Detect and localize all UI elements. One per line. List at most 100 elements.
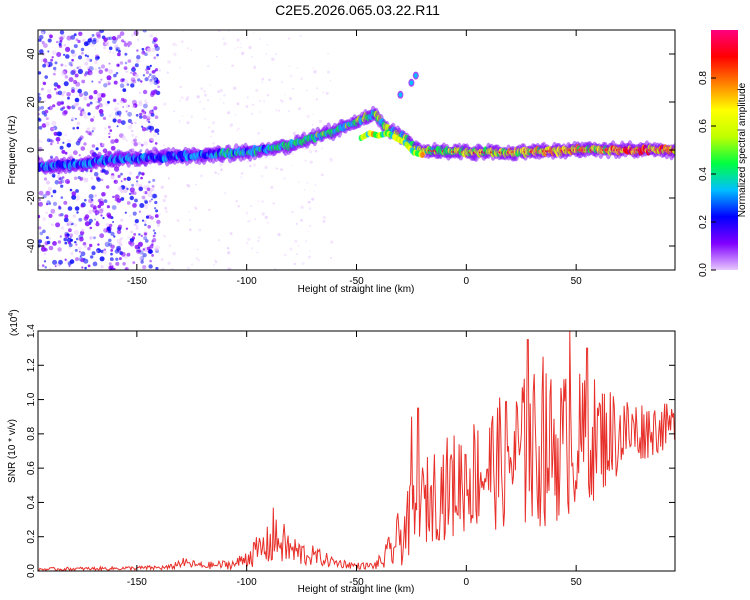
noise-speckle [216,55,218,58]
noise-speckle [49,34,53,39]
noise-speckle [143,220,147,223]
noise-speckle [46,180,50,185]
noise-speckle [200,87,204,91]
noise-speckle [77,176,81,180]
noise-speckle [249,164,252,168]
noise-speckle [68,246,71,250]
noise-speckle [241,51,245,56]
noise-speckle [135,135,138,139]
noise-speckle [143,185,148,190]
noise-speckle [92,127,96,131]
noise-speckle [72,69,77,74]
noise-speckle [74,206,80,211]
noise-speckle [87,112,91,116]
noise-speckle [53,72,56,76]
noise-speckle [237,205,240,208]
noise-speckle [48,202,52,206]
noise-speckle [135,182,139,187]
noise-speckle [70,70,76,76]
noise-speckle [70,252,74,256]
noise-speckle [41,43,44,46]
noise-speckle [72,214,77,218]
noise-speckle [108,215,112,219]
noise-speckle [293,133,296,136]
noise-speckle [141,127,147,132]
noise-speckle [214,259,216,262]
noise-speckle [329,79,332,82]
noise-speckle [44,75,48,79]
harmonic-band [420,151,425,158]
noise-speckle [132,103,138,108]
noise-speckle [270,185,274,189]
noise-speckle [42,229,46,234]
noise-speckle [195,257,199,260]
noise-speckle [99,233,105,239]
noise-speckle [147,125,152,130]
noise-speckle [48,105,53,111]
noise-speckle [102,216,105,220]
noise-speckle [106,81,111,86]
noise-speckle [66,139,72,144]
noise-speckle [132,261,136,265]
noise-speckle [257,239,260,242]
noise-speckle [83,258,89,264]
noise-speckle [220,168,223,172]
noise-speckle [245,241,249,245]
noise-speckle [65,179,70,184]
noise-speckle [58,42,62,46]
noise-speckle [93,37,97,42]
noise-speckle [83,244,87,248]
noise-speckle [95,222,100,227]
noise-speckle [123,188,128,194]
noise-speckle [63,91,66,94]
noise-speckle [38,239,43,244]
noise-speckle [45,62,49,67]
noise-speckle [197,259,200,262]
noise-speckle [103,83,108,88]
noise-speckle [173,110,176,113]
noise-speckle [154,115,159,119]
noise-speckle [97,243,100,246]
noise-speckle [39,231,44,236]
noise-speckle [148,180,151,184]
noise-speckle [97,97,103,102]
noise-speckle [138,210,142,213]
noise-speckle [48,245,54,251]
noise-speckle [52,259,58,265]
noise-speckle [261,200,264,203]
noise-speckle [83,177,89,183]
noise-speckle [97,204,101,209]
noise-speckle [48,186,52,191]
noise-speckle [148,264,153,269]
noise-speckle [85,130,88,133]
noise-speckle [96,248,101,254]
noise-speckle [107,100,110,104]
noise-speckle [74,241,77,244]
noise-speckle [80,204,84,208]
noise-speckle [152,89,158,95]
noise-speckle [115,261,120,266]
noise-speckle [280,100,284,103]
noise-speckle [173,52,177,57]
noise-speckle [325,91,329,95]
noise-speckle [92,205,97,210]
noise-speckle [46,94,52,99]
noise-speckle [91,185,96,190]
noise-speckle [149,78,153,82]
noise-speckle [314,183,317,187]
noise-speckle [88,95,94,100]
noise-speckle [307,200,311,204]
noise-speckle [80,146,86,151]
noise-speckle [163,199,167,203]
noise-speckle [113,179,119,184]
noise-speckle [90,118,94,122]
noise-speckle [121,39,125,43]
noise-speckle [39,49,44,54]
colorbar-gradient [711,30,738,270]
noise-speckle [296,67,299,69]
noise-speckle [48,267,52,270]
noise-speckle [58,205,61,208]
noise-speckle [299,34,302,38]
noise-speckle [230,123,233,126]
noise-speckle [303,189,306,191]
